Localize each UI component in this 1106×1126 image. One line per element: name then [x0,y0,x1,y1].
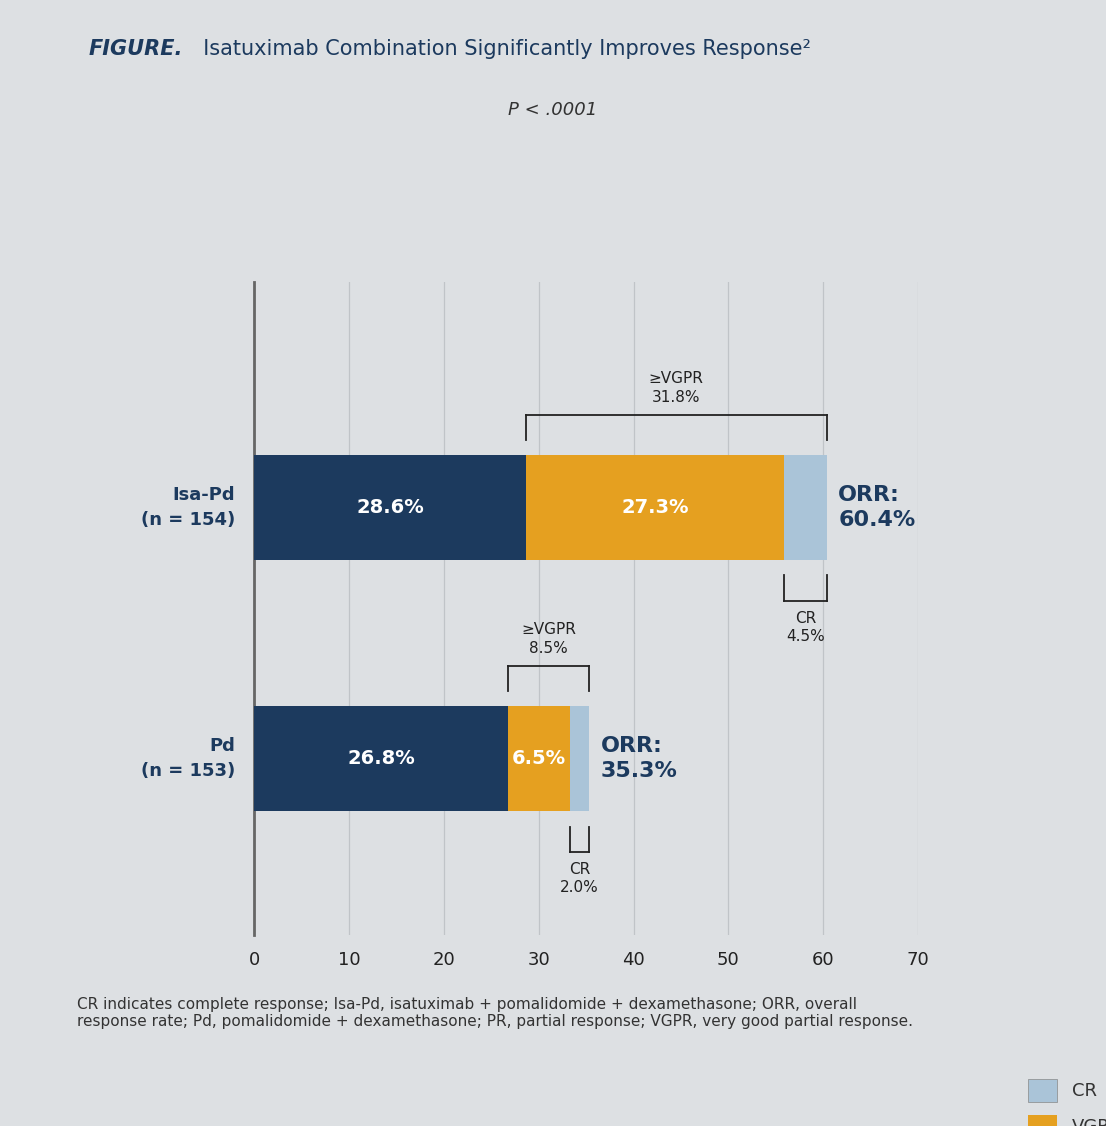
Bar [784,455,827,561]
Bar [509,706,570,812]
Text: CR
4.5%: CR 4.5% [786,610,825,644]
Bar [570,706,589,812]
Text: CR indicates complete response; Isa-Pd, isatuximab + pomalidomide + dexamethason: CR indicates complete response; Isa-Pd, … [77,997,914,1029]
Text: Pd
(n = 153): Pd (n = 153) [142,738,236,780]
Text: 28.6%: 28.6% [356,498,424,517]
Text: 27.3%: 27.3% [622,498,689,517]
Bar [254,706,509,812]
Text: CR
2.0%: CR 2.0% [560,861,599,895]
Bar [525,455,784,561]
Text: ORR:
35.3%: ORR: 35.3% [601,736,677,781]
Legend: CR, VGPR, PR: CR, VGPR, PR [1029,1079,1106,1126]
Text: ≥VGPR
31.8%: ≥VGPR 31.8% [649,370,703,404]
Text: ≥VGPR
8.5%: ≥VGPR 8.5% [521,623,576,655]
Text: FIGURE.: FIGURE. [88,39,182,60]
Bar [254,455,525,561]
Text: Isatuximab Combination Significantly Improves Response²: Isatuximab Combination Significantly Imp… [190,39,811,60]
Text: 6.5%: 6.5% [512,749,566,768]
Text: ORR:
60.4%: ORR: 60.4% [838,485,916,530]
Text: 26.8%: 26.8% [347,749,415,768]
Text: Isa-Pd
(n = 154): Isa-Pd (n = 154) [142,486,236,529]
Text: P < .0001: P < .0001 [509,101,597,119]
